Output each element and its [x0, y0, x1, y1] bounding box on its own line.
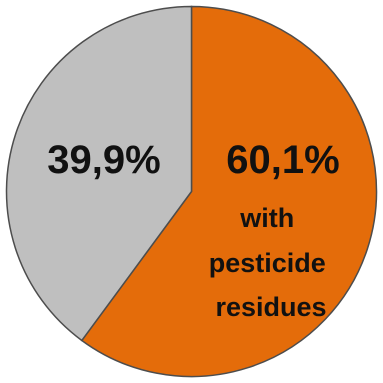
slice-annotation-line-2: pesticide — [209, 248, 326, 278]
slice-label-with-residues: 60,1% — [226, 138, 339, 182]
pie-slice-without-residues — [5, 5, 193, 342]
slice-label-without-residues: 39,9% — [47, 138, 160, 182]
pie-slices — [5, 5, 378, 378]
pie-slice-with-residues — [80, 5, 378, 378]
slice-annotation-with-residues: with pesticide residues — [209, 203, 334, 322]
slice-annotation-line-1: with — [239, 203, 294, 233]
slice-annotation-line-3: residues — [215, 292, 326, 322]
